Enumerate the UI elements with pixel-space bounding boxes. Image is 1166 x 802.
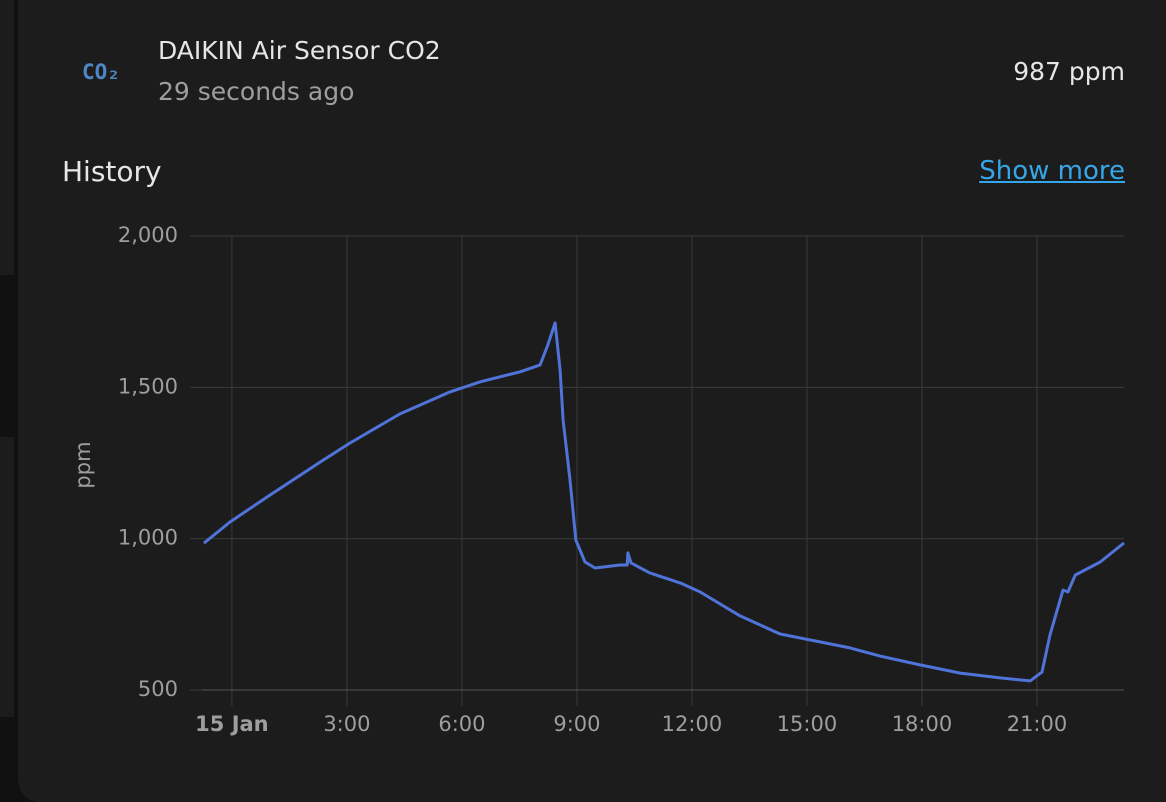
- x-tick-label: 12:00: [662, 712, 723, 736]
- entity-name: DAIKIN Air Sensor CO2: [158, 36, 441, 65]
- more-info-card: CO₂ DAIKIN Air Sensor CO2 29 seconds ago…: [18, 0, 1166, 802]
- x-tick-label: 21:00: [1007, 712, 1068, 736]
- x-tick-label: 15 Jan: [195, 712, 268, 736]
- x-tick-label: 3:00: [323, 712, 370, 736]
- x-tick-label: 9:00: [553, 712, 600, 736]
- co2-line: [202, 321, 1125, 683]
- entity-state: 987 ppm: [1013, 57, 1125, 86]
- y-tick-label: 500: [138, 677, 178, 701]
- last-changed: 29 seconds ago: [158, 77, 355, 106]
- x-tick-label: 15:00: [777, 712, 838, 736]
- y-tick-label: 2,000: [118, 223, 178, 247]
- show-more-link[interactable]: Show more: [979, 156, 1125, 186]
- entity-icon: CO₂: [82, 60, 120, 84]
- x-tick-label: 18:00: [892, 712, 953, 736]
- x-tick-label: 6:00: [438, 712, 485, 736]
- y-axis-label: ppm: [71, 441, 95, 488]
- y-tick-label: 1,000: [118, 526, 178, 550]
- section-title: History: [62, 155, 162, 188]
- y-tick-label: 1,500: [118, 374, 178, 398]
- side-card: [0, 437, 14, 717]
- side-card: [0, 0, 14, 275]
